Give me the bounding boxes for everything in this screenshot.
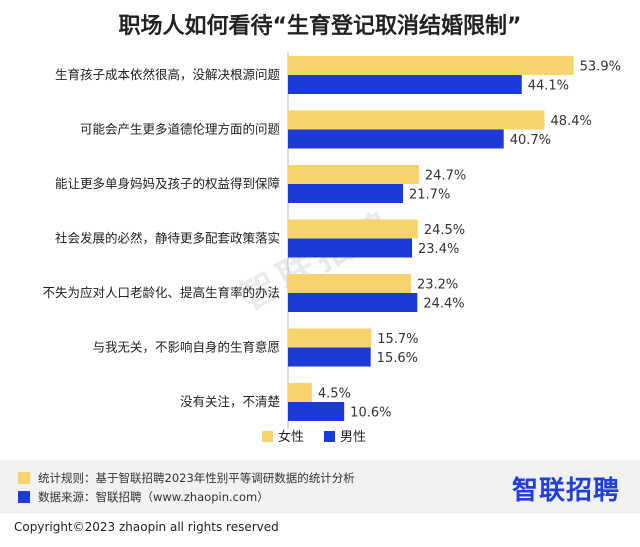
copyright-text: Copyright©2023 zhaopin all rights reserv… bbox=[14, 520, 279, 534]
legend-female-swatch bbox=[262, 431, 273, 442]
bar-female bbox=[288, 165, 419, 184]
legend-female-label: 女性 bbox=[278, 429, 304, 445]
bar-male bbox=[288, 238, 413, 258]
note-data-source-text: 数据来源：智联招聘（www.zhaopin.com） bbox=[38, 490, 269, 504]
value-label-female: 23.2% bbox=[417, 278, 458, 293]
legend-male-swatch bbox=[324, 431, 335, 442]
note-statistics-rule: 统计规则：基于智联招聘2023年性别平等调研数据的统计分析 bbox=[18, 470, 355, 486]
value-label-male: 23.4% bbox=[418, 242, 459, 257]
category-label: 不失为应对人口老龄化、提高生育率的办法 bbox=[42, 285, 280, 300]
value-label-male: 21.7% bbox=[409, 188, 450, 203]
category-label: 社会发展的必然，静待更多配套政策落实 bbox=[55, 231, 280, 246]
footer-notes-panel bbox=[0, 460, 640, 514]
category-label: 可能会产生更多道德伦理方面的问题 bbox=[80, 122, 281, 137]
zhaopin-logo: 智联招聘 bbox=[511, 476, 620, 506]
note-data-source: 数据来源：智联招聘（www.zhaopin.com） bbox=[18, 489, 269, 505]
value-label-male: 40.7% bbox=[510, 133, 551, 148]
category-label: 没有关注，不清楚 bbox=[180, 394, 281, 409]
bar-chart: 生育孩子成本依然很高，没解决根源问题 53.9% 44.1% 可能会产生更多道德伦理方… bbox=[42, 52, 621, 445]
legend-male-label: 男性 bbox=[340, 430, 366, 445]
value-label-female: 53.9% bbox=[580, 60, 621, 75]
bar-male bbox=[288, 129, 504, 149]
bar-male bbox=[288, 75, 522, 94]
value-label-female: 15.7% bbox=[377, 332, 418, 347]
value-label-male: 15.6% bbox=[377, 351, 418, 366]
category-label: 与我无关，不影响自身的生育意愿 bbox=[92, 340, 280, 355]
value-label-male: 44.1% bbox=[528, 79, 569, 94]
value-label-female: 24.5% bbox=[424, 223, 465, 238]
chart-title: 职场人如何看待“生育登记取消结婚限制” bbox=[118, 14, 522, 39]
note-yellow-square-icon bbox=[18, 472, 30, 484]
bar-male bbox=[288, 184, 404, 203]
bar-female bbox=[288, 219, 418, 239]
value-label-male: 10.6% bbox=[350, 406, 391, 421]
bar-male bbox=[288, 293, 418, 312]
bar-male bbox=[288, 347, 371, 367]
bar-female bbox=[288, 110, 545, 130]
value-label-male: 24.4% bbox=[423, 297, 464, 312]
bar-female bbox=[288, 328, 372, 348]
note-blue-square-icon bbox=[18, 491, 30, 503]
category-label: 能让更多单身妈妈及孩子的权益得到保障 bbox=[55, 176, 280, 191]
value-label-female: 24.7% bbox=[425, 169, 466, 184]
bar-female bbox=[288, 274, 411, 293]
value-label-female: 4.5% bbox=[318, 387, 351, 402]
category-label: 生育孩子成本依然很高，没解决根源问题 bbox=[55, 67, 281, 82]
value-label-female: 48.4% bbox=[551, 114, 592, 129]
bar-male bbox=[288, 402, 345, 421]
bar-female bbox=[288, 56, 574, 75]
note-statistics-rule-text: 统计规则：基于智联招聘2023年性别平等调研数据的统计分析 bbox=[38, 471, 355, 485]
bar-female bbox=[288, 383, 312, 402]
